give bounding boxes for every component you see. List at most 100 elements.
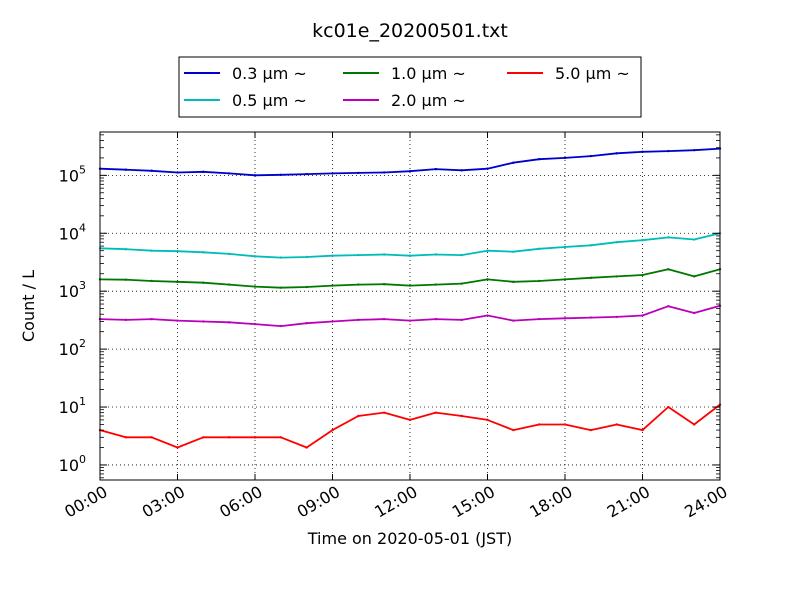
grid-lines (100, 132, 720, 480)
x-axis-label: Time on 2020-05-01 (JST) (307, 529, 512, 548)
data-point (434, 253, 438, 256)
data-point (641, 428, 644, 432)
data-point (408, 418, 412, 422)
data-point (563, 278, 567, 281)
data-point (667, 267, 670, 271)
data-point (202, 251, 205, 254)
data-point (253, 322, 257, 326)
data-point (331, 320, 334, 323)
data-point (667, 149, 670, 153)
data-point (382, 317, 386, 321)
data-point (434, 283, 438, 286)
y-tick-label: 104 (59, 221, 86, 243)
data-point (408, 319, 412, 322)
data-point (150, 317, 153, 321)
data-point (434, 317, 438, 321)
data-point (537, 157, 541, 161)
data-point (176, 446, 179, 449)
data-point (382, 171, 386, 174)
data-point (124, 436, 128, 439)
data-point (486, 249, 489, 252)
data-point (150, 249, 153, 252)
data-point (357, 414, 360, 418)
series-layer (98, 147, 722, 449)
data-point (512, 319, 515, 322)
legend-box (178, 56, 642, 118)
data-point (460, 253, 463, 257)
data-point (537, 279, 541, 283)
data-point (692, 311, 696, 315)
data-point (279, 256, 283, 259)
data-point (460, 318, 463, 322)
data-point (176, 250, 179, 253)
data-point (537, 317, 541, 321)
data-point (357, 253, 360, 257)
data-point (589, 244, 593, 247)
data-point (486, 167, 489, 170)
legend-label-5: 5.0 μm ~ (555, 64, 630, 83)
data-point (563, 423, 567, 426)
data-point (227, 172, 231, 175)
data-point (253, 436, 257, 439)
data-point (692, 238, 696, 241)
data-point (176, 280, 179, 284)
x-tick-label: 03:00 (139, 482, 188, 522)
x-tick-label: 18:00 (526, 482, 575, 522)
data-point (512, 280, 515, 284)
data-point (512, 428, 515, 432)
data-point (460, 169, 463, 172)
data-point (331, 284, 334, 287)
data-point (512, 161, 515, 164)
series-line-5 (99, 403, 721, 449)
data-point (279, 286, 283, 289)
legend-label-4: 2.0 μm ~ (391, 91, 466, 110)
data-point (537, 247, 541, 250)
data-point (382, 283, 386, 286)
data-point (692, 275, 696, 278)
x-tick-label: 12:00 (371, 482, 420, 522)
data-point (460, 282, 463, 285)
data-point (150, 169, 153, 172)
data-point (305, 446, 308, 449)
data-point (176, 171, 179, 174)
axis-ticks (99, 132, 721, 480)
data-point (615, 315, 618, 319)
x-tick-labels: 00:00 03:00 06:00 09:00 12:00 15:00 18:00 21:00… (61, 482, 730, 522)
data-point (331, 172, 334, 175)
data-point (692, 423, 696, 426)
y-axis-label: Count / L (19, 270, 38, 342)
legend: 0.3 μm ~ 0.5 μm ~ 1.0 μm ~ 2.0 μm ~ 5.0 μm ~ (178, 56, 642, 118)
y-tick-label: 100 (59, 453, 86, 475)
data-point (305, 172, 308, 176)
data-point (589, 276, 593, 280)
data-point (382, 411, 386, 414)
legend-label-1: 0.3 μm ~ (232, 64, 307, 83)
data-point (486, 314, 489, 317)
data-point (460, 414, 463, 418)
data-point (331, 254, 334, 257)
data-point (279, 436, 283, 439)
data-point (357, 283, 360, 286)
data-point (667, 236, 670, 239)
data-point (357, 171, 360, 175)
data-point (176, 319, 179, 322)
y-tick-label: 103 (59, 279, 86, 301)
data-point (227, 252, 231, 256)
y-tick-labels: 100 101 102 103 104 105 (59, 163, 86, 475)
data-point (202, 281, 205, 284)
data-point (537, 423, 541, 426)
data-point (615, 275, 618, 278)
data-point (667, 405, 670, 409)
data-point (589, 316, 593, 319)
data-point (563, 317, 567, 320)
data-point (227, 321, 231, 324)
data-point (124, 318, 128, 322)
data-point (305, 285, 308, 289)
data-point (279, 173, 283, 177)
y-tick-label: 102 (59, 337, 86, 359)
x-tick-label: 21:00 (604, 482, 653, 522)
y-tick-label: 101 (59, 395, 86, 417)
data-point (641, 150, 644, 153)
data-point (641, 314, 644, 317)
